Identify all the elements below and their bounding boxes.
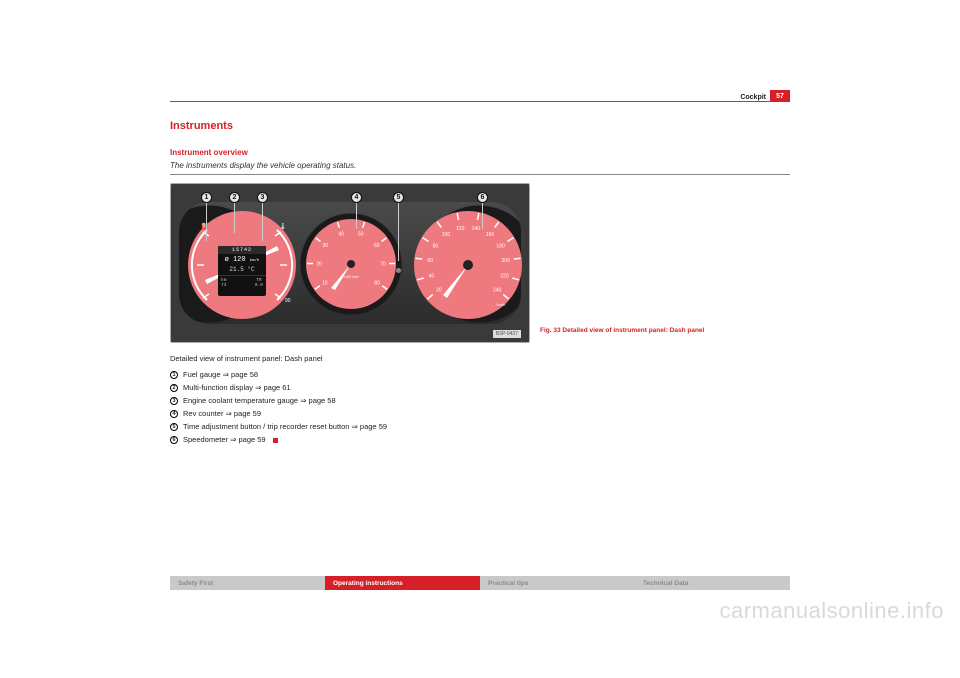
svg-text:20: 20 <box>436 287 442 293</box>
lcd-avg-value: ø 120 <box>225 256 246 264</box>
rev-counter-gauge: 10 20 30 40 50 60 70 80 x100 /min <box>305 218 397 310</box>
svg-text:80: 80 <box>374 280 380 286</box>
svg-text:80: 80 <box>433 243 439 249</box>
svg-text:200: 200 <box>502 258 511 264</box>
dash-panel-figure: ⛽ 🌡 90 15742 ø 120 km/h 21.5 °C <box>170 183 530 343</box>
svg-text:🌡: 🌡 <box>279 222 287 230</box>
legend-number-icon: 1 <box>170 371 178 379</box>
page-number-badge: 57 <box>770 90 790 102</box>
legend-text: Rev counter ⇒ page 59 <box>183 408 261 420</box>
callout-line-2 <box>234 203 235 233</box>
callout-line-3 <box>262 203 263 241</box>
callout-2: 2 <box>229 192 240 203</box>
gauges-group: ⛽ 🌡 90 15742 ø 120 km/h 21.5 °C <box>171 184 529 342</box>
legend-number-icon: 2 <box>170 384 178 392</box>
lcd-odometer: 15742 <box>218 246 266 254</box>
footer-tabs: Safety First Operating instructions Prac… <box>170 576 790 590</box>
footer-tab-technical: Technical Data <box>635 576 790 590</box>
legend-text: Speedometer ⇒ page 59 <box>183 434 266 446</box>
svg-text:30: 30 <box>322 243 328 249</box>
rev-gauge-svg: 10 20 30 40 50 60 70 80 x100 /min <box>305 218 397 310</box>
svg-text:70: 70 <box>380 262 386 268</box>
content-column: Instruments Instrument overview The inst… <box>170 120 790 590</box>
svg-text:40: 40 <box>338 232 344 238</box>
legend-number-icon: 5 <box>170 423 178 431</box>
legend-item: 3 Engine coolant temperature gauge ⇒ page… <box>170 395 790 407</box>
lcd-trip-right: TR0.0 <box>255 278 263 288</box>
header-rule <box>170 101 790 102</box>
legend-item: 6 Speedometer ⇒ page 59 <box>170 434 790 446</box>
svg-text:10: 10 <box>322 280 328 286</box>
legend-item: 5 Time adjustment button / trip recorder … <box>170 421 790 433</box>
figure-ref: B3P-0437 <box>493 330 521 338</box>
legend-number-icon: 3 <box>170 397 178 405</box>
legend-number-icon: 6 <box>170 436 178 444</box>
legend-text: Engine coolant temperature gauge ⇒ page … <box>183 395 336 407</box>
svg-text:120: 120 <box>456 226 465 232</box>
svg-text:40: 40 <box>429 274 435 280</box>
callout-3: 3 <box>257 192 268 203</box>
callout-line-6 <box>482 203 483 229</box>
legend-text: Time adjustment button / trip recorder r… <box>183 421 387 433</box>
legend-item: 1 Fuel gauge ⇒ page 58 <box>170 369 790 381</box>
figure-row: ⛽ 🌡 90 15742 ø 120 km/h 21.5 °C <box>170 183 790 343</box>
legend-block: Detailed view of instrument panel: Dash … <box>170 353 790 446</box>
svg-text:90: 90 <box>285 298 291 304</box>
lcd-avg-unit: km/h <box>250 259 260 263</box>
svg-text:100: 100 <box>442 232 451 238</box>
footer-tab-practical: Practical tips <box>480 576 635 590</box>
section-subtitle: The instruments display the vehicle oper… <box>170 161 790 170</box>
legend-list: 1 Fuel gauge ⇒ page 58 2 Multi-function dis… <box>170 369 790 446</box>
section-subheading: Instrument overview <box>170 148 790 157</box>
left-gauge: ⛽ 🌡 90 15742 ø 120 km/h 21.5 °C <box>187 210 297 320</box>
svg-text:160: 160 <box>486 232 495 238</box>
content-area: Cockpit 57 Instruments Instrument overvi… <box>170 84 790 590</box>
callout-5: 5 <box>393 192 404 203</box>
legend-number-icon: 4 <box>170 410 178 418</box>
legend-intro: Detailed view of instrument panel: Dash … <box>170 353 790 365</box>
footer-tab-safety: Safety First <box>170 576 325 590</box>
speedo-svg: 20406080100120140160180200220240 km/h <box>413 210 523 320</box>
svg-text:140: 140 <box>472 226 481 232</box>
header-line: Cockpit 57 <box>170 84 790 102</box>
end-square-icon <box>273 438 278 443</box>
lcd-bottom-row: km73 TR0.0 <box>218 275 266 288</box>
callout-line-4 <box>356 203 357 229</box>
footer-tab-operating: Operating instructions <box>325 576 480 590</box>
watermark: carmanualsonline.info <box>719 598 944 624</box>
svg-text:60: 60 <box>428 258 434 264</box>
legend-text: Fuel gauge ⇒ page 58 <box>183 369 258 381</box>
page-title: Instruments <box>170 120 790 132</box>
legend-item: 2 Multi-function display ⇒ page 61 <box>170 382 790 394</box>
lcd-trip-left: km73 <box>221 278 226 288</box>
speedometer-gauge: 20406080100120140160180200220240 km/h <box>413 210 523 320</box>
callout-line-1 <box>206 203 207 241</box>
callout-4: 4 <box>351 192 362 203</box>
callout-1: 1 <box>201 192 212 203</box>
svg-text:180: 180 <box>496 243 505 249</box>
time-reset-button <box>396 268 401 273</box>
callout-line-5 <box>398 203 399 261</box>
multi-function-display: 15742 ø 120 km/h 21.5 °C km73 TR0.0 <box>218 246 266 296</box>
rev-unit-label: x100 /min <box>343 275 358 279</box>
svg-text:20: 20 <box>316 262 322 268</box>
svg-text:220: 220 <box>500 274 509 280</box>
legend-text: Multi-function display ⇒ page 61 <box>183 382 291 394</box>
legend-item: 4 Rev counter ⇒ page 59 <box>170 408 790 420</box>
svg-text:60: 60 <box>374 243 380 249</box>
subtitle-row: The instruments display the vehicle oper… <box>170 161 790 175</box>
figure-caption: Fig. 33 Detailed view of instrument pane… <box>540 327 790 343</box>
callout-6: 6 <box>477 192 488 203</box>
svg-text:240: 240 <box>493 287 502 293</box>
svg-text:⛽: ⛽ <box>201 222 209 230</box>
svg-text:50: 50 <box>358 232 364 238</box>
speedo-unit-label: km/h <box>497 302 506 307</box>
page: Cockpit 57 Instruments Instrument overvi… <box>0 0 960 678</box>
header-section-label: Cockpit <box>740 94 766 101</box>
lcd-temp: 21.5 °C <box>218 266 266 273</box>
lcd-avg-speed: ø 120 km/h <box>218 254 266 266</box>
